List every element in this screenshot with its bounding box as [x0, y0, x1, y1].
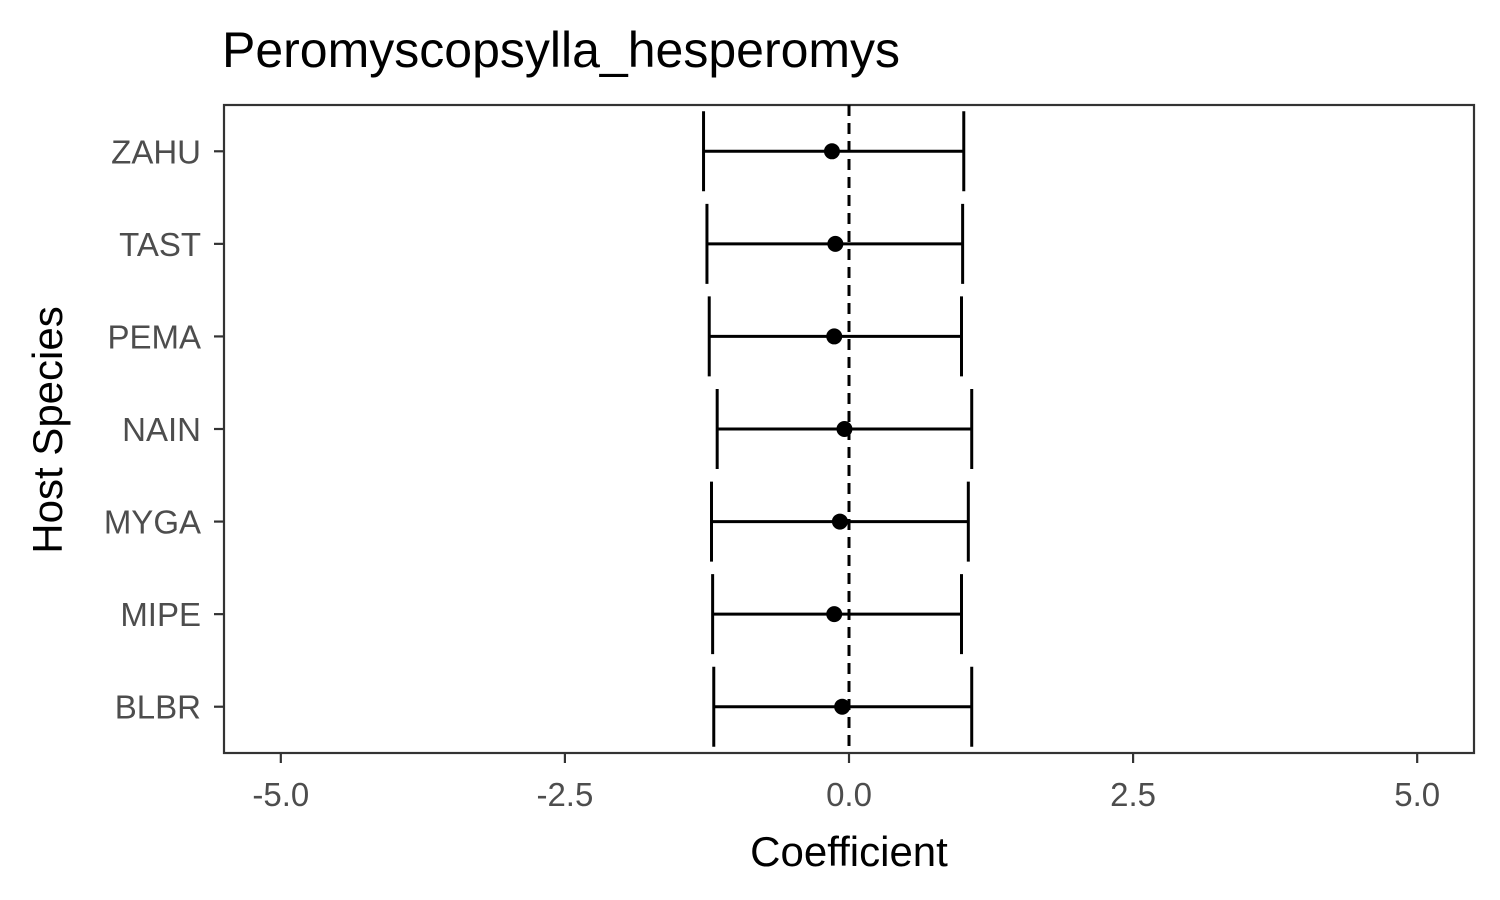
estimate-point-blbr	[834, 698, 851, 715]
y-tick-label: TAST	[119, 226, 201, 263]
data-marks	[702, 105, 974, 753]
x-tick-label: 0.0	[826, 776, 872, 813]
y-tick-label: BLBR	[115, 689, 201, 726]
estimate-point-myga	[831, 513, 848, 530]
estimate-point-tast	[827, 235, 844, 252]
chart-title: Peromyscopsylla_hesperomys	[222, 22, 900, 78]
y-tick-label: NAIN	[122, 411, 201, 448]
estimate-point-nain	[836, 421, 853, 437]
x-tick-label: 2.5	[1110, 776, 1156, 813]
estimate-point-zahu	[823, 143, 840, 160]
x-axis-title: Coefficient	[750, 828, 948, 875]
x-tick-label: 5.0	[1394, 776, 1440, 813]
x-axis: -5.0 -2.5 0.0 2.5 5.0	[252, 753, 1440, 813]
y-tick-label: MIPE	[120, 596, 201, 633]
y-tick-label: PEMA	[107, 318, 201, 355]
y-tick-label: MYGA	[104, 504, 201, 541]
x-tick-label: -5.0	[252, 776, 309, 813]
estimate-point-pema	[826, 328, 843, 345]
y-axis-title: Host Species	[24, 306, 71, 553]
x-tick-label: -2.5	[536, 776, 593, 813]
y-tick-label: ZAHU	[111, 133, 201, 170]
estimate-point-mipe	[826, 606, 843, 623]
y-axis: ZAHU TAST PEMA NAIN MYGA MIPE BLBR	[104, 133, 224, 726]
